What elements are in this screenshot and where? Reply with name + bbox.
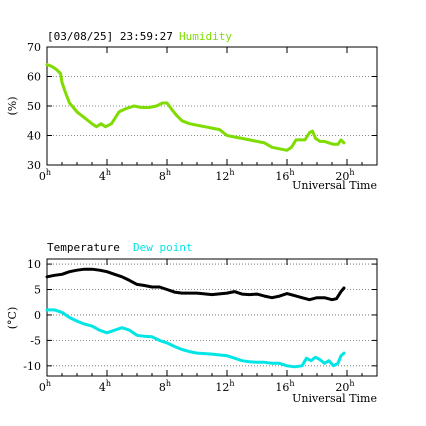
dew-point-line [45,308,346,369]
temperature-y-tick-label: 0 [34,309,41,322]
humidity-y-ticks: 30 40 50 60 70 [27,41,377,172]
humidity-y-axis-label: (%) [6,96,19,115]
temperature-y-tick-label: 5 [34,284,41,297]
temperature-x-tick-label: 12h [215,379,234,394]
humidity-x-tick-label: 4h [99,168,111,183]
humidity-y-tick-label: 70 [27,41,41,54]
humidity-x-tick-label: 12h [215,168,234,183]
timestamp-label: [03/08/25] 23:59:27 [47,30,173,43]
humidity-line [45,63,346,152]
temperature-legend-label: Temperature [47,241,120,254]
humidity-y-tick-label: 30 [27,159,41,172]
temperature-plot-frame [46,258,378,377]
temperature-grid [47,263,377,367]
humidity-y-tick-label: 40 [27,130,41,143]
temperature-x-tick-label: 4h [99,379,111,394]
humidity-x-tick-label: 8h [159,168,171,183]
temperature-y-tick-label: 10 [27,258,41,271]
temperature-y-tick-label: -5 [30,334,41,347]
temperature-line [45,267,346,302]
humidity-x-axis-label: Universal Time [292,179,377,192]
humidity-legend-label: Humidity [179,30,232,43]
humidity-x-ticks: 0h 4h 8h 12h 16h 20h [39,47,378,183]
temperature-y-ticks: -10 -5 0 5 10 [23,258,377,373]
temperature-y-tick-label: -10 [23,360,41,373]
temperature-series [45,267,346,369]
temperature-x-tick-label: 0h [39,379,51,394]
temperature-x-axis-label: Universal Time [292,392,377,405]
temperature-y-axis-label: (°C) [6,307,19,330]
dewpoint-legend-label: Dew point [133,241,193,254]
temperature-x-tick-label: 8h [159,379,171,394]
humidity-y-tick-label: 50 [27,100,41,113]
humidity-grid [47,76,377,136]
humidity-series [45,63,346,152]
humidity-x-tick-label: 0h [39,168,51,183]
humidity-y-tick-label: 60 [27,71,41,84]
